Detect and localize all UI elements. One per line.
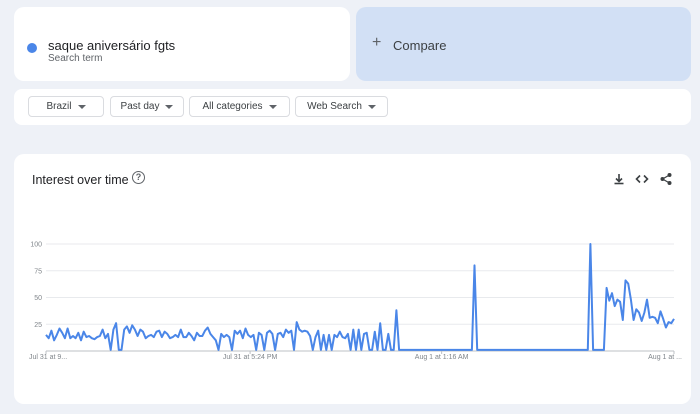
panel-title: Interest over time — [32, 173, 129, 187]
embed-icon[interactable] — [635, 172, 649, 186]
y-tick-label: 25 — [34, 322, 42, 329]
category-dropdown[interactable]: All categories — [189, 96, 290, 117]
time-range-dropdown-label: Past day — [120, 101, 160, 112]
filter-bar: Brazil Past day All categories Web Searc… — [14, 89, 691, 125]
caret-down-icon — [367, 104, 376, 109]
compare-label: Compare — [393, 38, 447, 53]
search-term-name[interactable]: saque aniversário fgts — [48, 38, 176, 53]
y-tick-label: 75 — [34, 268, 42, 275]
compare-button[interactable]: + Compare — [356, 7, 691, 81]
caret-down-icon — [268, 104, 277, 109]
category-dropdown-label: All categories — [202, 101, 263, 112]
share-icon[interactable] — [659, 172, 673, 186]
caret-down-icon — [165, 104, 174, 109]
time-range-dropdown[interactable]: Past day — [110, 96, 184, 117]
search-term-card[interactable]: saque aniversário fgts Search term — [14, 7, 350, 81]
region-dropdown[interactable]: Brazil — [28, 96, 104, 117]
search-property-dropdown[interactable]: Web Search — [295, 96, 388, 117]
help-icon[interactable]: ? — [132, 171, 145, 184]
x-tick-label: Jul 31 at 5:24 PM — [223, 354, 278, 361]
x-tick-label: Aug 1 at 1:16 AM — [415, 354, 469, 361]
interest-over-time-panel: Interest over time ? 100 75 50 25 Jul 31 at … — [14, 154, 691, 404]
y-tick-label: 100 — [30, 242, 42, 249]
region-dropdown-label: Brazil — [46, 101, 72, 112]
x-tick-label: Jul 31 at 9... — [29, 354, 67, 361]
download-icon[interactable] — [612, 172, 626, 186]
interest-line-chart: 100 75 50 25 Jul 31 at 9... Jul 31 at 5:24 PM… — [29, 242, 682, 362]
y-tick-label: 50 — [34, 295, 42, 302]
x-tick-label: Aug 1 at ... — [648, 354, 682, 361]
plus-icon: + — [372, 34, 382, 51]
search-term-subtitle: Search term — [48, 53, 103, 64]
series-line[interactable] — [45, 243, 675, 351]
series-color-dot — [27, 43, 37, 53]
caret-down-icon — [77, 104, 86, 109]
search-property-dropdown-label: Web Search — [307, 101, 362, 112]
